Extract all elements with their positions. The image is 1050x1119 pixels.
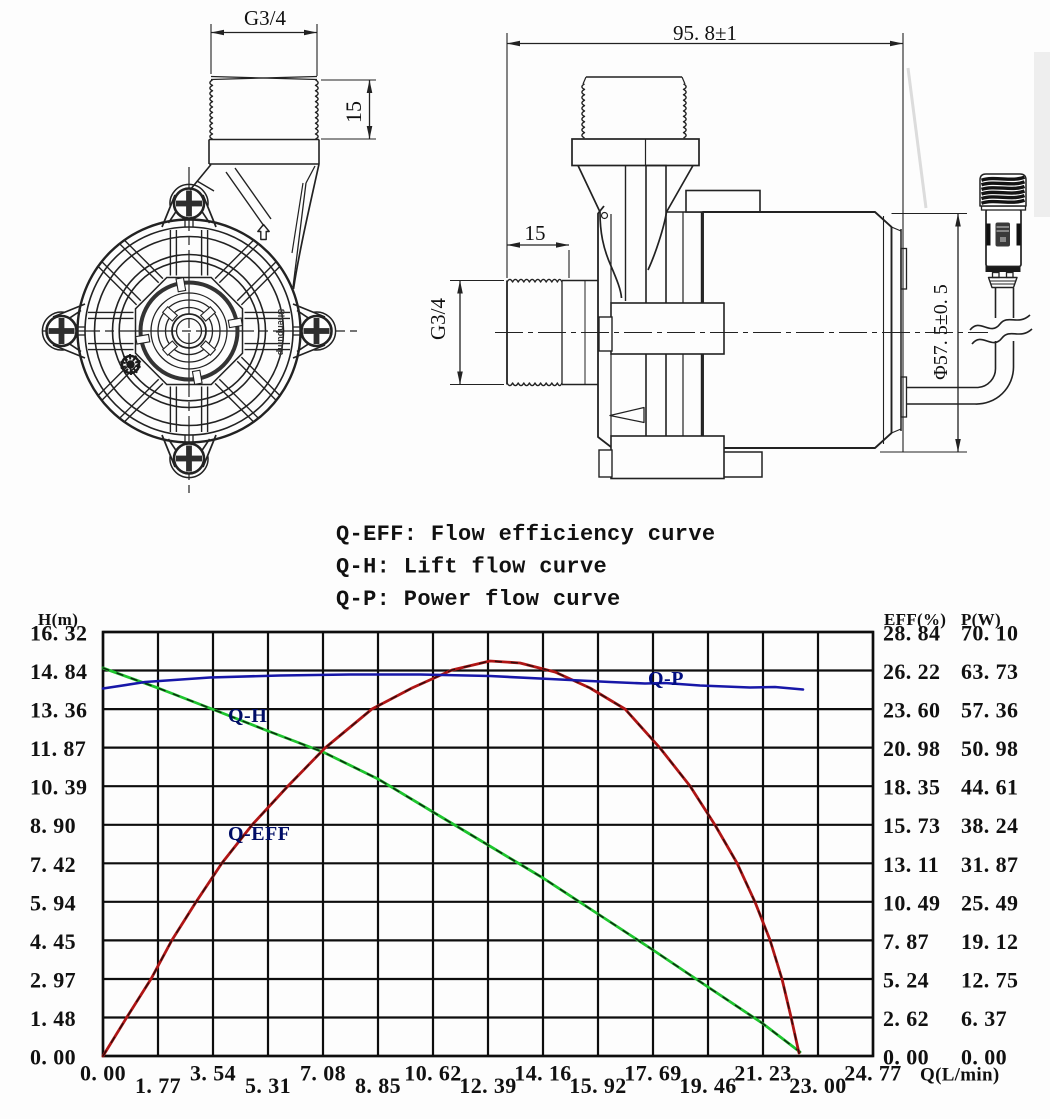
- svg-text:2. 62: 2. 62: [883, 1006, 929, 1031]
- svg-text:5. 24: 5. 24: [883, 968, 929, 993]
- svg-text:1. 48: 1. 48: [30, 1006, 76, 1031]
- svg-text:12. 39: 12. 39: [459, 1073, 516, 1098]
- svg-text:G3/4: G3/4: [244, 6, 287, 30]
- svg-text:Q-H: Lift flow curve: Q-H: Lift flow curve: [336, 555, 607, 580]
- svg-text:G3/4: G3/4: [426, 298, 450, 341]
- svg-text:14. 84: 14. 84: [30, 659, 87, 684]
- svg-text:23. 00: 23. 00: [789, 1073, 846, 1098]
- svg-text:10. 62: 10. 62: [404, 1061, 461, 1086]
- svg-text:15: 15: [341, 101, 366, 123]
- svg-text:8. 90: 8. 90: [30, 813, 76, 838]
- svg-text:Q-EFF: Flow efficiency curve: Q-EFF: Flow efficiency curve: [336, 522, 715, 547]
- svg-text:63. 73: 63. 73: [961, 659, 1018, 684]
- svg-text:15: 15: [525, 221, 546, 245]
- svg-text:44. 61: 44. 61: [961, 775, 1018, 800]
- svg-text:31. 87: 31. 87: [961, 852, 1018, 877]
- svg-text:11. 87: 11. 87: [30, 736, 86, 761]
- svg-text:24. 77: 24. 77: [844, 1061, 901, 1086]
- svg-text:0. 00: 0. 00: [30, 1045, 76, 1070]
- svg-text:Φ57. 5±0. 5: Φ57. 5±0. 5: [930, 284, 952, 380]
- svg-text:57. 36: 57. 36: [961, 698, 1018, 723]
- svg-text:5. 31: 5. 31: [245, 1073, 291, 1098]
- svg-text:6. 37: 6. 37: [961, 1006, 1007, 1031]
- svg-text:10. 39: 10. 39: [30, 775, 87, 800]
- svg-text:15. 73: 15. 73: [883, 813, 940, 838]
- svg-text:28. 84: 28. 84: [883, 621, 940, 646]
- svg-text:10. 49: 10. 49: [883, 890, 940, 915]
- svg-text:0. 00: 0. 00: [80, 1061, 126, 1086]
- svg-text:1. 77: 1. 77: [135, 1073, 181, 1098]
- svg-text:15. 92: 15. 92: [569, 1073, 626, 1098]
- svg-text:95. 8±1: 95. 8±1: [673, 21, 737, 45]
- svg-text:Q-P: Q-P: [648, 668, 684, 690]
- svg-text:25. 49: 25. 49: [961, 890, 1018, 915]
- svg-text:14. 16: 14. 16: [514, 1061, 571, 1086]
- svg-text:38. 24: 38. 24: [961, 813, 1018, 838]
- svg-text:7. 87: 7. 87: [883, 929, 929, 954]
- svg-text:Q-EFF: Q-EFF: [228, 823, 291, 845]
- svg-text:4. 45: 4. 45: [30, 929, 76, 954]
- svg-text:Q-P: Power flow curve: Q-P: Power flow curve: [336, 587, 621, 612]
- svg-text:3. 54: 3. 54: [190, 1061, 236, 1086]
- svg-text:7. 42: 7. 42: [30, 852, 76, 877]
- svg-text:16. 32: 16. 32: [30, 621, 87, 646]
- svg-text:23. 60: 23. 60: [883, 698, 940, 723]
- svg-text:19. 12: 19. 12: [961, 929, 1018, 954]
- svg-text:2. 97: 2. 97: [30, 968, 76, 993]
- svg-text:21. 23: 21. 23: [734, 1061, 791, 1086]
- svg-text:50. 98: 50. 98: [961, 736, 1018, 761]
- svg-text:Shenpump: Shenpump: [276, 309, 286, 356]
- svg-text:17. 69: 17. 69: [624, 1061, 681, 1086]
- svg-text:7. 08: 7. 08: [300, 1061, 346, 1086]
- svg-text:13. 36: 13. 36: [30, 698, 87, 723]
- svg-text:5. 94: 5. 94: [30, 890, 76, 915]
- svg-text:70. 10: 70. 10: [961, 621, 1018, 646]
- svg-text:26. 22: 26. 22: [883, 659, 940, 684]
- svg-text:20. 98: 20. 98: [883, 736, 940, 761]
- svg-text:19. 46: 19. 46: [679, 1073, 736, 1098]
- svg-text:13. 11: 13. 11: [883, 852, 939, 877]
- svg-text:18. 35: 18. 35: [883, 775, 940, 800]
- svg-text:8. 85: 8. 85: [355, 1073, 401, 1098]
- svg-text:Q-H: Q-H: [228, 705, 267, 727]
- svg-text:12. 75: 12. 75: [961, 968, 1018, 993]
- svg-text:Q(L/min): Q(L/min): [920, 1065, 999, 1086]
